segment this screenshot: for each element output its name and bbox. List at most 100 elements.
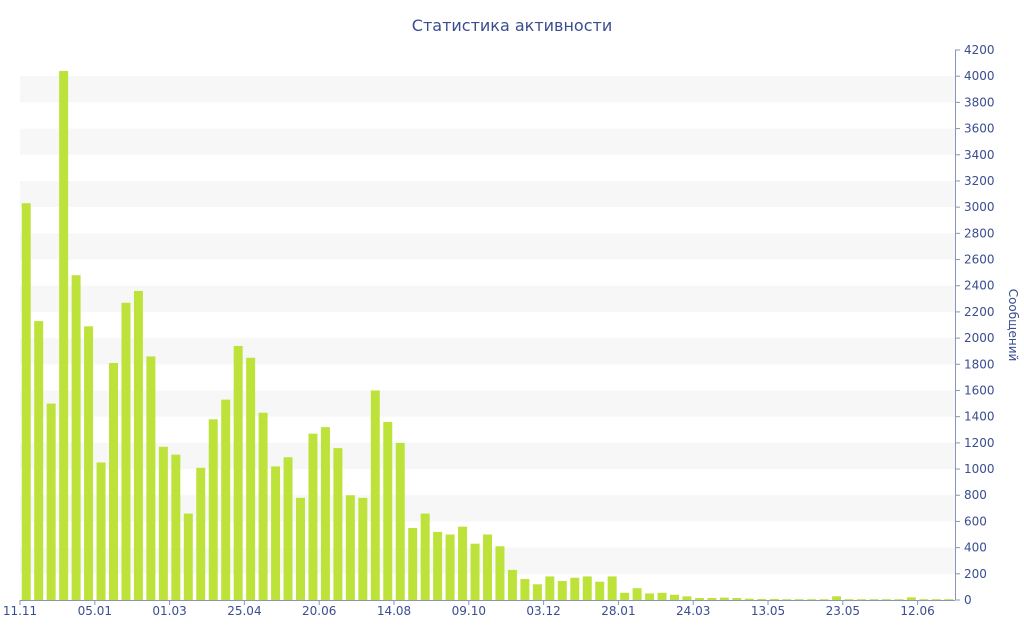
y-tick-label: 2600	[964, 253, 995, 267]
bar	[732, 598, 742, 600]
x-tick-label: 14.08	[377, 604, 411, 618]
bar	[707, 598, 717, 600]
x-tick-label: 28.01	[601, 604, 635, 618]
bar	[84, 326, 94, 600]
y-tick-label: 3200	[964, 174, 995, 188]
bar	[246, 357, 256, 600]
bar	[296, 497, 305, 600]
bar	[557, 581, 567, 600]
bar	[744, 598, 754, 600]
bar	[483, 534, 492, 600]
chart-title: Статистика активности	[412, 16, 612, 35]
bar	[34, 321, 44, 600]
bar	[807, 599, 817, 600]
y-tick-label: 2800	[964, 226, 995, 240]
bar	[59, 70, 69, 600]
bar	[869, 599, 879, 600]
bar	[694, 598, 704, 600]
grid-band	[20, 338, 955, 365]
y-tick-label: 600	[964, 514, 987, 528]
bar	[944, 599, 954, 600]
bar	[96, 462, 106, 600]
bar	[146, 356, 156, 600]
bar	[894, 599, 904, 600]
bar	[458, 526, 468, 600]
x-tick-label: 12.06	[900, 604, 934, 618]
grid-band	[20, 233, 955, 260]
grid-band	[20, 128, 955, 155]
y-tick-label: 2200	[964, 305, 995, 319]
bar	[345, 495, 355, 600]
x-tick-label: 05.01	[78, 604, 112, 618]
y-tick-label: 3000	[964, 200, 995, 214]
bar	[109, 362, 118, 600]
x-axis: 11.11 05.01 01.03 25.04 20.06 14.08 09.10 03.12…	[3, 600, 955, 618]
y-tick-label: 1400	[964, 410, 995, 424]
x-tick-label: 03.12	[526, 604, 560, 618]
bar	[769, 598, 779, 600]
bar	[158, 446, 168, 600]
bar	[682, 596, 692, 600]
bar	[283, 457, 293, 600]
bar	[906, 597, 916, 600]
y-tick-label: 0	[964, 593, 972, 607]
y-tick-label: 400	[964, 541, 987, 555]
bar	[420, 513, 430, 600]
x-tick-label: 23.05	[826, 604, 860, 618]
bar	[408, 527, 418, 600]
y-axis-title: Сообщений	[1006, 289, 1020, 362]
bar	[208, 419, 218, 600]
bar	[620, 592, 630, 600]
bar-series	[21, 70, 954, 600]
bar	[258, 412, 268, 600]
bar	[782, 599, 792, 600]
bar	[632, 588, 642, 600]
bar	[433, 531, 443, 600]
bar	[395, 442, 405, 600]
x-tick-label: 11.11	[3, 604, 37, 618]
bar	[308, 433, 318, 600]
bar	[857, 599, 866, 600]
bar	[532, 584, 542, 600]
bar	[607, 576, 617, 600]
bar	[881, 599, 891, 600]
bar	[370, 390, 380, 600]
bar	[71, 275, 81, 600]
bar	[645, 593, 655, 600]
grid-band	[20, 76, 955, 103]
x-tick-label: 25.04	[227, 604, 261, 618]
bar	[495, 546, 505, 600]
bar	[844, 599, 854, 600]
y-axis: 0 200 400 600 800 1000 1200 1400 1600 1800 2000 220…	[955, 43, 995, 607]
bar	[507, 569, 517, 600]
bar	[233, 345, 243, 600]
bar	[931, 599, 941, 600]
bar	[445, 534, 455, 600]
y-tick-label: 1000	[964, 462, 995, 476]
bar	[333, 448, 343, 600]
y-tick-label: 1200	[964, 436, 995, 450]
bar	[582, 576, 592, 600]
bar	[221, 399, 231, 600]
bar	[819, 599, 829, 600]
x-tick-label: 24.03	[676, 604, 710, 618]
bar	[21, 203, 31, 600]
bar	[46, 403, 56, 600]
bar	[271, 466, 281, 600]
x-tick-label: 13.05	[751, 604, 785, 618]
bar	[196, 467, 206, 600]
grid-band	[20, 180, 955, 208]
bar	[670, 594, 679, 600]
bar	[832, 596, 842, 600]
bar	[657, 592, 667, 600]
y-tick-label: 1600	[964, 383, 995, 397]
bar	[171, 454, 181, 600]
grid-bands	[20, 76, 955, 574]
bar	[183, 513, 193, 600]
y-tick-label: 3400	[964, 148, 995, 162]
bar	[919, 599, 929, 600]
bar	[121, 302, 131, 600]
bar	[320, 427, 330, 600]
y-tick-label: 200	[964, 567, 987, 581]
grid-band	[20, 390, 955, 417]
